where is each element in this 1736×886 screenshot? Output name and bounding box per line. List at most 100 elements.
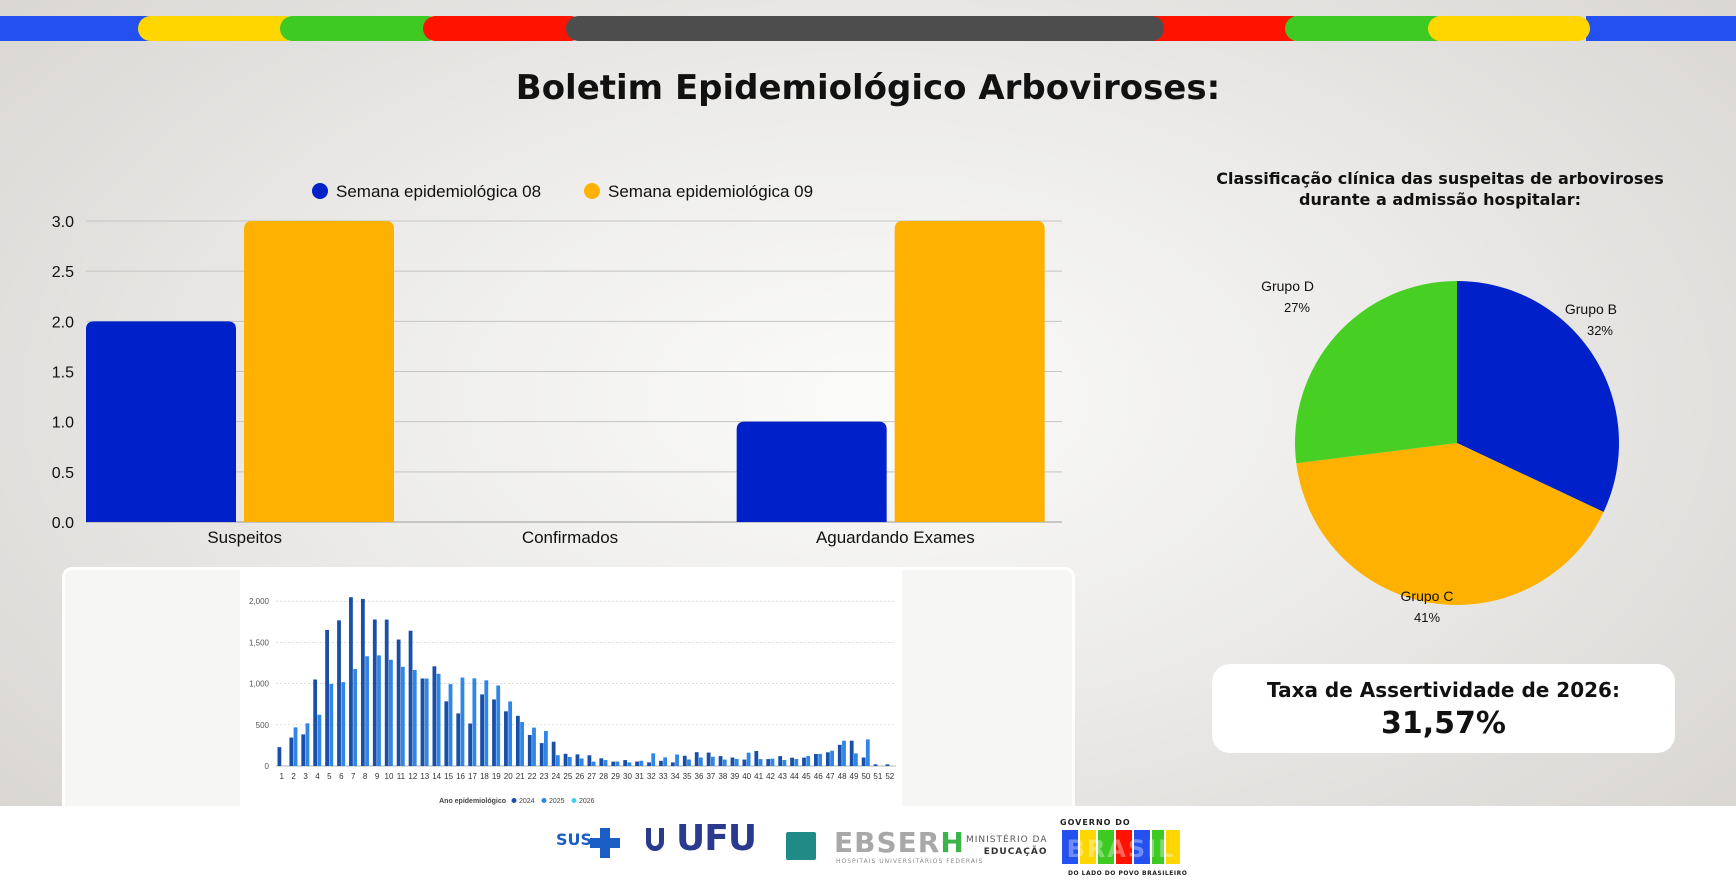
history-bar bbox=[814, 753, 818, 766]
history-bar bbox=[659, 760, 663, 766]
history-bar bbox=[861, 757, 866, 766]
history-bar bbox=[515, 715, 520, 766]
history-x-tick: 30 bbox=[623, 772, 632, 781]
y-tick-label: 2.5 bbox=[52, 264, 74, 281]
stripe-segment bbox=[138, 16, 298, 41]
history-bar bbox=[544, 730, 548, 766]
assertiveness-rate-label: Taxa de Assertividade de 2026: bbox=[1267, 678, 1620, 702]
history-bar bbox=[317, 714, 322, 766]
history-legend-label: 2025 bbox=[549, 798, 565, 805]
y-tick-label: 1.0 bbox=[52, 415, 74, 432]
history-bar bbox=[635, 761, 639, 766]
history-x-tick: 13 bbox=[420, 772, 429, 781]
history-y-tick: 1,500 bbox=[249, 638, 270, 647]
history-x-tick: 15 bbox=[444, 772, 453, 781]
history-bar bbox=[480, 694, 484, 766]
history-bar bbox=[790, 757, 794, 766]
history-bar bbox=[806, 755, 811, 766]
history-bar bbox=[337, 620, 341, 766]
history-x-tick: 22 bbox=[528, 772, 537, 781]
history-x-tick: 9 bbox=[375, 772, 380, 781]
history-bar bbox=[289, 737, 294, 766]
history-x-tick: 39 bbox=[730, 772, 739, 781]
history-legend-label: 2026 bbox=[579, 798, 595, 805]
history-bar bbox=[694, 752, 699, 766]
bar bbox=[894, 221, 1045, 522]
history-bar bbox=[484, 680, 489, 766]
history-bar bbox=[651, 753, 656, 766]
history-bar bbox=[567, 756, 572, 766]
history-bar bbox=[444, 701, 449, 766]
history-bar bbox=[746, 752, 751, 766]
history-bar bbox=[599, 758, 604, 766]
history-bar bbox=[782, 759, 787, 766]
history-bar bbox=[504, 711, 508, 766]
history-x-tick: 45 bbox=[802, 772, 811, 781]
history-bar bbox=[508, 701, 513, 766]
history-x-tick: 1 bbox=[279, 772, 284, 781]
y-tick-label: 2.0 bbox=[52, 314, 74, 331]
history-bar bbox=[722, 759, 727, 766]
history-x-tick: 50 bbox=[861, 772, 870, 781]
x-tick-label: Aguardando Exames bbox=[816, 528, 975, 547]
history-bar bbox=[675, 754, 679, 766]
history-legend-marker bbox=[571, 798, 577, 803]
history-x-tick: 41 bbox=[754, 772, 763, 781]
legend-label: Semana epidemiológica 08 bbox=[336, 182, 541, 201]
stripe-segment bbox=[0, 16, 150, 41]
history-x-tick: 32 bbox=[647, 772, 656, 781]
history-bar bbox=[865, 739, 870, 766]
history-bar bbox=[615, 761, 620, 766]
ebserh-logo-prefix: EBSER bbox=[834, 826, 941, 859]
stripe-segment bbox=[566, 16, 1164, 41]
history-x-tick: 52 bbox=[885, 772, 894, 781]
history-x-tick: 25 bbox=[563, 772, 572, 781]
history-bar bbox=[468, 723, 473, 766]
bar bbox=[244, 221, 394, 522]
history-x-tick: 47 bbox=[826, 772, 835, 781]
history-bar bbox=[301, 734, 306, 766]
history-bar bbox=[496, 685, 501, 766]
history-bar bbox=[384, 619, 389, 766]
history-bar bbox=[794, 758, 799, 766]
sus-cross-icon bbox=[590, 828, 620, 858]
history-bar bbox=[432, 666, 437, 766]
color-stripe bbox=[0, 16, 1736, 41]
history-bar bbox=[377, 655, 381, 766]
history-bar bbox=[277, 747, 282, 766]
pie-slice bbox=[1457, 281, 1619, 512]
bar bbox=[736, 421, 887, 522]
stripe-segment bbox=[1586, 16, 1736, 41]
pie-chart-title: Classificação clínica das suspeitas de a… bbox=[1216, 169, 1664, 209]
history-bar bbox=[587, 755, 592, 766]
history-x-tick: 6 bbox=[339, 772, 344, 781]
pie-slice-percent: 32% bbox=[1587, 323, 1613, 338]
sus-logo-text: SUS bbox=[556, 830, 593, 849]
hospital-logo-icon bbox=[786, 832, 816, 860]
history-x-tick: 8 bbox=[363, 772, 368, 781]
history-x-tick: 31 bbox=[635, 772, 644, 781]
history-bar bbox=[408, 630, 413, 766]
history-bar bbox=[682, 755, 687, 766]
legend-marker bbox=[312, 183, 328, 199]
history-bar bbox=[663, 757, 668, 766]
history-bar bbox=[365, 656, 369, 766]
history-bar bbox=[718, 756, 723, 766]
history-bar bbox=[349, 597, 353, 766]
history-x-tick: 36 bbox=[695, 772, 704, 781]
history-bar bbox=[734, 758, 739, 766]
history-legend-title: Ano epidemiológico bbox=[439, 798, 506, 805]
history-x-tick: 29 bbox=[611, 772, 620, 781]
history-bar bbox=[389, 659, 393, 766]
history-bar bbox=[527, 734, 532, 766]
history-x-tick: 51 bbox=[873, 772, 882, 781]
history-bar bbox=[305, 723, 310, 766]
history-x-tick: 33 bbox=[659, 772, 668, 781]
history-x-tick: 26 bbox=[575, 772, 584, 781]
history-x-tick: 16 bbox=[456, 772, 465, 781]
history-x-tick: 46 bbox=[814, 772, 823, 781]
history-bar bbox=[611, 761, 616, 766]
history-bar bbox=[420, 678, 425, 766]
history-x-tick: 38 bbox=[718, 772, 727, 781]
history-y-tick: 0 bbox=[265, 762, 270, 771]
